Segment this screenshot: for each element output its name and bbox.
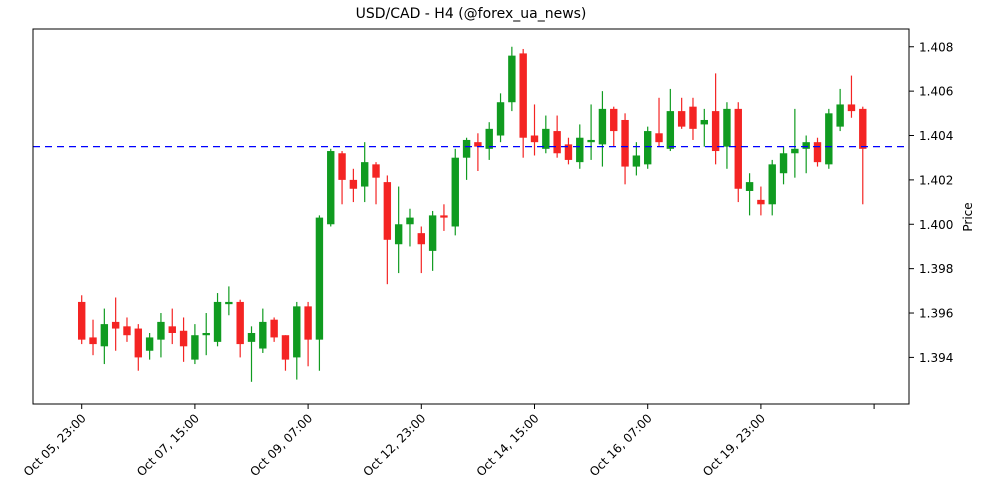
candle-body [451,157,459,227]
candle-body [677,111,686,127]
candle-body [145,337,154,351]
candle-body [496,102,505,136]
candle-body [134,328,142,358]
y-tick-label: 1.398 [919,262,953,276]
candle-body [462,139,471,158]
candle-body [598,108,607,145]
candle-body [689,106,697,129]
candle-body [734,108,742,189]
candle-body [327,151,335,225]
candle-body [259,321,267,349]
x-tick-label: Oct 16, 07:00 [587,411,655,479]
candle-body [745,182,754,191]
candle-body [417,233,425,245]
y-tick-label: 1.406 [919,85,953,99]
candle-body [440,215,448,218]
candle-body [700,119,708,125]
candle-body [111,321,120,329]
candle-body [508,55,516,103]
candle-body [802,142,810,149]
x-tick-label: Oct 05, 23:00 [21,411,89,479]
candle-body [723,108,731,147]
candle-body [859,108,867,149]
candle-body [89,337,97,345]
candle-body [519,53,527,138]
y-tick-label: 1.396 [919,307,953,321]
candle-body [711,111,720,152]
y-tick-label: 1.400 [919,218,953,232]
candle-body [293,306,301,358]
candle-body [315,217,324,340]
candle-body [644,131,652,165]
x-tick-label: Oct 12, 23:00 [361,411,429,479]
candle-body [394,224,403,245]
chart-title: USD/CAD - H4 (@forex_ua_news) [355,6,587,22]
candle-body [213,301,222,342]
candle-body [553,131,561,154]
candle-body [383,182,392,240]
candle-body [123,326,131,336]
y-tick-label: 1.402 [919,173,953,187]
x-tick-label: Oct 09, 07:00 [247,411,315,479]
candle-body [768,164,776,205]
candle-body [836,104,844,127]
axes-box [32,28,910,405]
y-tick-label: 1.394 [919,351,953,365]
candle-body [485,128,493,149]
candle-body [666,111,675,149]
candle-body [236,301,244,345]
y-axis-label: Price [961,202,975,232]
candle-body [587,139,595,143]
candle-body [847,104,856,112]
candle-body [406,217,414,225]
candle-body [474,142,482,147]
candle-body [610,108,618,132]
candle-body [168,326,176,333]
candle-body [304,306,312,340]
y-tick-label: 1.408 [919,40,953,54]
candle-body [361,162,369,187]
x-tick-label: Oct 14, 15:00 [474,411,542,479]
candle-body [349,179,358,189]
candle-body [813,142,822,163]
x-tick-label: Oct 07, 15:00 [134,411,202,479]
candle-body [270,319,278,338]
candle-body [157,321,165,340]
candle-body [757,199,765,205]
candle-body [542,128,550,149]
candle-body [779,153,788,174]
y-tick-label: 1.404 [919,129,953,143]
candle-body [202,332,210,336]
candle-body [564,144,573,160]
candle-body [78,301,86,340]
candle-body [576,137,584,163]
candle-body [338,153,346,180]
candle-body [530,135,539,143]
candle-body [225,301,233,305]
candle-body [632,155,641,167]
candle-body [655,133,663,143]
candle-body [179,330,188,347]
candle-body [825,113,833,165]
x-tick-label: Oct 19, 23:00 [700,411,768,479]
candle-body [428,215,437,251]
candle-body [100,324,109,347]
candle-body [372,164,380,178]
candle-body [247,332,256,342]
candle-body [191,335,199,360]
candle-body [621,119,629,167]
candle-body [281,335,290,360]
candle-body [791,148,799,154]
